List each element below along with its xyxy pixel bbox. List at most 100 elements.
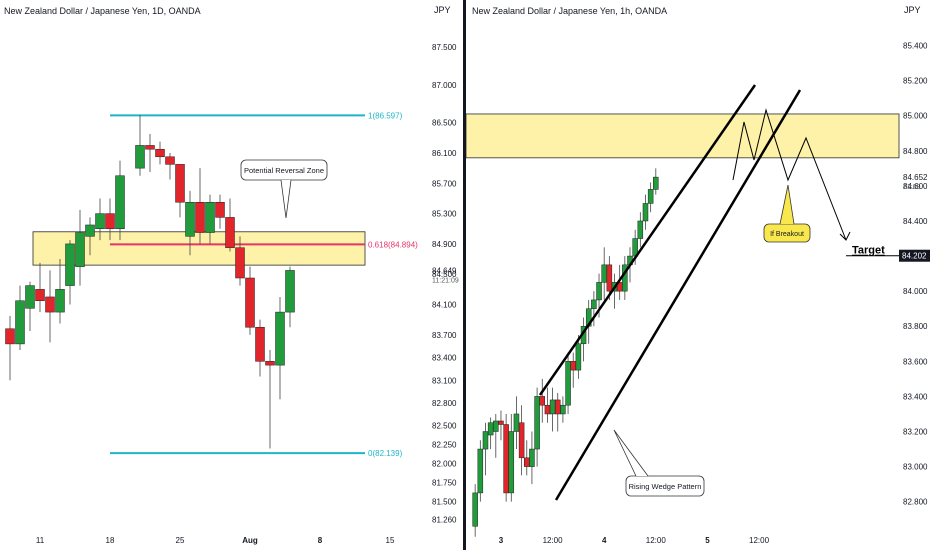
p0-x-tick-label: Aug: [242, 536, 258, 545]
p0-y-tick-label: 82.250: [432, 441, 457, 450]
p0-candle-body: [145, 145, 155, 150]
p0-candle-body: [75, 232, 85, 267]
p1-candle-body: [575, 343, 582, 371]
p0-y-tick-label: 85.300: [432, 210, 457, 219]
p1-candle-body: [642, 203, 649, 222]
p1-candle-body: [591, 299, 597, 309]
p0-candle-body: [205, 201, 215, 233]
p0-candle-body: [215, 201, 225, 218]
p0-y-tick-label: 84.500: [432, 270, 457, 279]
left-currency-label: JPY: [434, 5, 451, 15]
p0-annotation-text: Potential Reversal Zone: [244, 166, 324, 175]
p0-y-tick-label: 86.100: [432, 149, 457, 158]
p1-y-tick-label: 83.600: [903, 357, 928, 366]
p1-candle-body: [554, 399, 561, 415]
p1-breakout-text: If Breakout: [770, 231, 804, 238]
p1-projection-path: [732, 108, 847, 241]
p1-candle-body: [513, 413, 520, 432]
p0-candle-body: [115, 175, 125, 230]
p1-target-price-label: 84.202: [902, 252, 927, 261]
p0-candle-body: [175, 164, 185, 203]
p1-candle-body: [498, 420, 504, 425]
p0-x-tick-label: 15: [386, 536, 395, 545]
p1-candle-body: [493, 420, 499, 432]
p1-countdown-label: 21:09: [903, 184, 921, 191]
p0-y-tick-label: 85.700: [432, 179, 457, 188]
p0-candle-body: [185, 201, 195, 237]
p0-candle-body: [45, 296, 55, 313]
p1-candle-body: [534, 396, 540, 450]
p1-candle-body: [477, 448, 484, 494]
p0-candle-body: [285, 270, 295, 313]
p1-candle-body: [482, 431, 489, 450]
p1-wedge-label-box: [625, 475, 705, 497]
p0-candle-body: [65, 243, 75, 286]
p1-y-tick-label: 85.200: [903, 77, 928, 86]
p0-candle-body: [15, 300, 25, 345]
p0-y-tick-label: 83.100: [432, 376, 457, 385]
p1-x-tick-label: 3: [499, 536, 504, 545]
p1-y-tick-label: 84.000: [903, 287, 928, 296]
p1-price-label: 84.652: [903, 173, 928, 182]
p0-annotation-pointer: [280, 179, 292, 219]
p0-candle-body: [95, 213, 105, 230]
p1-candle-body: [560, 404, 566, 415]
p0-candle-body: [235, 247, 245, 279]
p0-x-tick-label: 8: [318, 536, 323, 545]
p1-projection-arrowhead: [839, 231, 851, 241]
right-currency-label: JPY: [904, 5, 921, 15]
p0-candle-body: [255, 326, 265, 362]
p1-candle-body: [596, 282, 602, 301]
p0-y-tick-label: 87.000: [432, 81, 457, 90]
p0-y-tick-label: 83.400: [432, 354, 457, 363]
p1-target-label: Target: [852, 245, 885, 257]
p0-y-tick-label: 82.500: [432, 422, 457, 431]
p0-countdown-label: 11:21:09: [432, 277, 459, 284]
p0-x-tick-label: 18: [106, 536, 115, 545]
p0-candle-body: [105, 213, 115, 230]
p0-y-tick-label: 84.100: [432, 301, 457, 310]
p1-target-price-box: [899, 249, 930, 262]
p0-y-tick-label: 86.500: [432, 119, 457, 128]
p1-y-tick-label: 83.000: [903, 463, 928, 472]
p1-wedge-upper-line: [538, 84, 757, 396]
p0-y-tick-label: 82.000: [432, 460, 457, 469]
p0-candle-body: [55, 289, 65, 313]
p1-x-tick-label: 4: [602, 536, 607, 545]
p0-candle-body: [265, 361, 275, 366]
p1-candle-body: [606, 264, 613, 292]
p0-level-label-0: 1(86.597): [368, 111, 403, 120]
p1-wedge-lower-line: [554, 89, 802, 501]
p1-wedge-label-text: Rising Wedge Pattern: [629, 482, 702, 491]
p0-level-label-2: 0(82.139): [368, 449, 403, 458]
p1-candle-body: [539, 396, 546, 406]
p0-y-tick-label: 83.700: [432, 331, 457, 340]
p0-y-tick-label: 87.500: [432, 43, 457, 52]
p1-y-tick-label: 83.800: [903, 322, 928, 331]
p1-candle-body: [487, 422, 494, 436]
right-chart-title: New Zealand Dollar / Japanese Yen, 1h, O…: [472, 6, 668, 16]
p1-y-tick-label: 83.400: [903, 392, 928, 401]
panel-divider: [463, 0, 466, 550]
p1-y-tick-label: 85.400: [903, 42, 928, 51]
p1-candle-body: [508, 431, 515, 494]
p0-price-label: 84.649: [432, 266, 457, 275]
p1-y-tick-label: 84.800: [903, 147, 928, 156]
p1-candle-body: [653, 176, 659, 190]
p1-x-tick-label: 12:00: [543, 536, 564, 545]
p0-y-tick-label: 81.750: [432, 479, 457, 488]
p1-candle-body: [601, 264, 607, 283]
p1-y-tick-label: 83.200: [903, 428, 928, 437]
p1-candle-body: [637, 220, 644, 239]
p0-candle-body: [275, 311, 285, 366]
p1-candle-body: [503, 424, 509, 494]
p0-candle-body: [165, 156, 175, 165]
p1-x-tick-label: 12:00: [749, 536, 770, 545]
p0-candle-body: [195, 201, 205, 233]
left-chart-title: New Zealand Dollar / Japanese Yen, 1D, O…: [4, 6, 201, 16]
p1-candle-body: [529, 448, 535, 467]
p0-candle-body: [35, 289, 45, 301]
p1-y-tick-label: 85.000: [903, 112, 928, 121]
p0-y-tick-label: 84.900: [432, 240, 457, 249]
